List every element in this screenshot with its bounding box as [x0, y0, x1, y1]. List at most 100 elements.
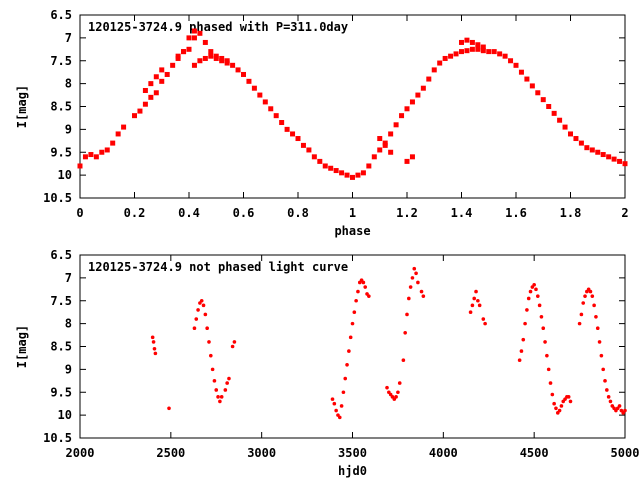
panel1-data-point: [235, 67, 241, 73]
panel1-y-tick-label: 6.5: [50, 8, 72, 22]
panel1-data-point: [573, 136, 579, 142]
panel2-plot-frame: [79, 254, 626, 439]
panel1-data-point: [431, 67, 437, 73]
panel2-data-point: [150, 335, 155, 340]
panel1-data-point: [404, 158, 410, 164]
panel1-data-point: [409, 154, 415, 160]
panel2-data-point: [566, 395, 571, 399]
panel1-data-point: [589, 147, 595, 153]
panel1-data-point: [132, 113, 137, 119]
panel2-data-point: [532, 282, 536, 287]
panel2-data-point: [559, 404, 564, 408]
panel2-data-point: [595, 326, 600, 331]
panel2-data-point: [519, 349, 524, 353]
panel1-data-point: [268, 106, 274, 112]
panel2-x-label: hjd0: [338, 464, 367, 478]
panel2-y-tick-label: 7: [65, 271, 72, 285]
panel1-data-point: [170, 62, 176, 68]
panel2-data-point: [194, 317, 199, 321]
panel2-data-point: [356, 289, 360, 294]
panel1-title: 120125-3724.9 phased with P=311.0day: [88, 20, 348, 34]
panel1-data-point: [491, 49, 497, 55]
panel1-data-point: [99, 149, 105, 155]
panel2-x-tick-label: 4500: [520, 446, 549, 460]
panel1-data-point: [562, 124, 568, 130]
panel2-y-label: I[mag]: [15, 325, 29, 368]
panel2-data-point: [212, 379, 217, 383]
panel2-data-point: [554, 406, 558, 411]
panel2-data-point: [592, 303, 596, 308]
panel1-data-point: [513, 62, 519, 68]
panel1-x-tick-label: 0.2: [124, 206, 146, 220]
panel2-data-point: [385, 385, 389, 390]
panel1-data-point: [208, 53, 214, 59]
panel1-data-point: [219, 55, 225, 61]
panel2-data-point: [601, 367, 605, 372]
panel2-x-tick-label: 4000: [429, 446, 458, 460]
panel1-data-point: [137, 108, 143, 114]
panel1-data-point: [82, 154, 88, 160]
panel2-data-point: [594, 314, 598, 319]
panel2-data-point: [412, 266, 417, 271]
panel2-data-point: [590, 294, 595, 298]
panel2-data-point: [218, 399, 222, 404]
panel2-data-point: [517, 358, 522, 363]
panel2-data-point: [348, 335, 353, 340]
panel1-data-point: [104, 147, 110, 153]
panel2-data-point: [548, 381, 553, 385]
panel1-data-point: [295, 136, 301, 142]
panel2-data-point: [539, 314, 544, 319]
panel2-data-point: [599, 353, 604, 358]
panel1-y-tick-label: 10: [58, 168, 72, 182]
panel1-data-point: [409, 99, 415, 105]
panel2-data-point: [214, 388, 219, 392]
panel1-data-point: [480, 48, 486, 54]
panel1-data-point: [142, 101, 148, 107]
panel2-data-point: [534, 287, 538, 292]
panel1-data-point: [159, 67, 165, 73]
panel1-data-point: [404, 106, 410, 112]
panel2-data-point: [330, 397, 335, 401]
panel1-y-tick-label: 8: [65, 77, 72, 91]
panel1-data-point: [257, 92, 263, 98]
panel2-data-point: [232, 340, 237, 344]
panel2-data-point: [536, 294, 540, 298]
panel2-data-point: [603, 379, 607, 383]
panel1-data-point: [110, 140, 116, 146]
panel1-data-point: [377, 147, 383, 153]
panel1-data-point: [186, 46, 192, 52]
panel2-data-point: [623, 408, 627, 413]
panel2-data-point: [209, 353, 213, 358]
panel2-data-point: [230, 344, 235, 349]
panel2-data-point: [396, 390, 400, 395]
panel2-data-point: [332, 401, 337, 406]
panel1-data-point: [508, 58, 514, 64]
panel2-data-point: [410, 276, 415, 280]
panel2-data-point: [470, 303, 475, 308]
panel1-x-tick-label: 1: [349, 206, 356, 220]
panel1-data-point: [459, 39, 464, 45]
panel2-data-point: [577, 321, 582, 326]
panel1-data-point: [175, 53, 181, 59]
panel2-data-point: [608, 399, 613, 404]
panel2-data-point: [363, 285, 368, 289]
panel1-data-point: [224, 58, 230, 64]
panel1-data-point: [453, 51, 459, 57]
panel1-data-point: [584, 145, 590, 151]
panel2-y-tick-label: 9: [65, 362, 72, 376]
panel1-plot-frame: [79, 14, 626, 199]
panel1-y-tick-label: 10.5: [43, 191, 72, 205]
panel1-data-point: [366, 163, 372, 169]
panel1-x-tick-label: 0.8: [287, 206, 309, 220]
panel2-data-point: [557, 408, 562, 413]
panel1-x-tick-label: 1.4: [451, 206, 473, 220]
panel1-data-point: [159, 78, 165, 84]
panel2-y-tick-label: 10: [58, 408, 72, 422]
panel2-data-point: [468, 310, 473, 314]
panel2-data-point: [341, 390, 346, 395]
panel2-data-point: [583, 294, 587, 298]
panel1-data-point: [148, 94, 154, 100]
panel2-data-point: [196, 308, 200, 312]
panel1-data-point: [202, 39, 208, 45]
panel1-y-tick-label: 7: [65, 31, 72, 45]
